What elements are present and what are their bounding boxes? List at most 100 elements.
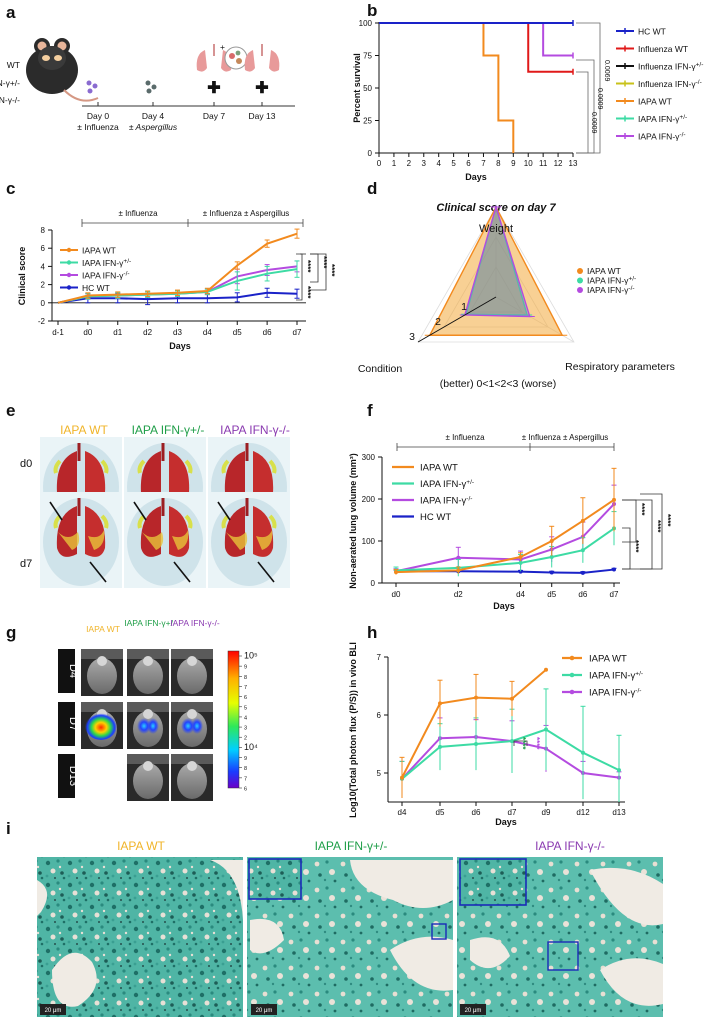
x-tick-label: 6 — [466, 159, 471, 168]
x-tick-label: d12 — [576, 808, 590, 817]
legend-label: IAPA IFN-γ-/- — [587, 285, 635, 295]
score-series — [57, 228, 300, 306]
bli-signal — [181, 718, 195, 734]
mouse-body — [177, 658, 207, 694]
score-y-label: Clinical score — [17, 247, 27, 306]
mouse-body — [87, 658, 117, 694]
y-tick-label: 25 — [363, 117, 372, 126]
bli-column-wt: IAPA WT — [86, 624, 120, 634]
radar-axis-respiratory: Respiratory parameters — [565, 361, 675, 373]
radar-scale-note: (better) 0<1<2<3 (worse) — [440, 378, 556, 390]
x-tick-label: 11 — [539, 159, 548, 168]
bli-significance: **** **** — [513, 737, 541, 750]
legend-label-sup: -/- — [466, 496, 472, 503]
panel-label-h: h — [367, 623, 377, 642]
y-tick-label: 0 — [41, 299, 46, 308]
colorbar-tick-label: 7 — [244, 685, 247, 691]
column-header-ko: IAPA IFN-γ-/- — [220, 423, 290, 437]
legend-label-text: IAPA IFN-γ — [638, 132, 680, 142]
x-tick-label: 3 — [422, 159, 427, 168]
lung-lesion — [142, 532, 164, 550]
row-label-d7: d7 — [20, 558, 32, 570]
significance-stars: **** — [319, 256, 328, 269]
panel-label-c: c — [6, 179, 15, 198]
bli-row-label-box — [58, 702, 75, 746]
histology-image-het: 20 μm — [247, 857, 453, 1017]
legend-label-text: IAPA WT — [82, 246, 116, 256]
ct-body-outline — [43, 498, 119, 586]
y-tick-label: 50 — [363, 84, 372, 93]
bli-holder — [127, 649, 169, 659]
aspergillus-annotation: ± Influenza ± Aspergillus — [203, 209, 290, 218]
bli-row-label-box — [58, 649, 75, 693]
bli-mouse-image — [171, 649, 213, 696]
mouse-body — [133, 658, 163, 694]
legend-label: Influenza WT — [638, 44, 688, 54]
x-tick-label: d4 — [203, 328, 212, 337]
legend-label-sup: +/- — [628, 276, 636, 283]
legend-label-text: IAPA IFN-γ — [638, 114, 680, 124]
legend-label-sup: +/- — [123, 258, 131, 265]
bli-series — [399, 667, 622, 802]
timeline-day0-note: ± Influenza — [77, 122, 119, 132]
colorbar-tick-label: 10⁵ — [244, 651, 258, 661]
pvalue-label: 0.0069 — [603, 60, 610, 82]
legend-label-text: IAPA WT — [587, 266, 621, 276]
lesion-arrow — [217, 501, 231, 521]
x-tick-label: 13 — [569, 159, 578, 168]
volume-ticks: 0 100 200 300 d0 d2 d4 d5 d6 d7 — [362, 453, 619, 599]
legend-label-sup: +/- — [466, 479, 474, 486]
panel-i: i IAPA WT IAPA IFN-γ+/- IAPA IFN-γ-/- 20… — [6, 819, 663, 1017]
x-tick-label: d7 — [508, 808, 517, 817]
y-tick-label: 2 — [41, 281, 46, 290]
legend-label-text: HC WT — [638, 27, 666, 37]
volume-x-label: Days — [493, 601, 515, 611]
legend-label-sup: -/- — [635, 688, 641, 695]
legend-label-text: Influenza IFN-γ — [638, 62, 696, 72]
lung-lesion — [53, 459, 109, 474]
legend-marker — [577, 277, 583, 284]
panel-label-a: a — [6, 3, 16, 22]
legend-label: HC WT — [420, 512, 451, 523]
legend-label-sup: +/- — [679, 114, 687, 121]
legend-label-text: Influenza WT — [638, 44, 688, 54]
survival-line — [379, 22, 515, 153]
lung-lesion-inset — [224, 46, 248, 70]
bli-row-label: D13 — [67, 766, 79, 786]
bli-holder — [81, 702, 123, 712]
bli-mouse-image — [127, 702, 169, 749]
legend-label: Influenza IFN-γ+/- — [638, 62, 703, 72]
legend-label: HC WT — [82, 283, 110, 293]
x-tick-label: d7 — [610, 590, 619, 599]
legend-marker — [66, 272, 72, 278]
x-tick-label: d0 — [83, 328, 92, 337]
survival-series — [379, 20, 574, 153]
radar-grid-ring — [417, 206, 575, 343]
bli-row-label-box — [58, 754, 75, 798]
x-tick-label: d4 — [398, 808, 407, 817]
x-tick-label: 4 — [436, 159, 441, 168]
bli-holder — [171, 754, 213, 764]
legend-label: IAPA WT — [589, 654, 627, 665]
x-tick-label: d7 — [293, 328, 302, 337]
mouse-illustration — [26, 38, 99, 102]
bli-line — [401, 728, 620, 780]
x-tick-label: 2 — [407, 159, 412, 168]
panel-label-i: i — [6, 819, 11, 838]
panel-label-d: d — [367, 179, 377, 198]
mouse-snout — [143, 709, 153, 719]
bli-row-label: D4 — [67, 664, 79, 678]
timeline-day0: Day 0 — [87, 111, 109, 121]
bli-x-label: Days — [495, 817, 517, 827]
score-significance: **** **** **** **** — [296, 253, 336, 301]
right-lung — [85, 451, 106, 502]
bli-row-label: D7 — [67, 717, 79, 731]
bli-colorbar — [227, 650, 240, 789]
legend-label-text: IAPA IFN-γ — [420, 496, 467, 507]
bli-mouse-image — [171, 754, 213, 801]
bli-line — [401, 668, 547, 779]
